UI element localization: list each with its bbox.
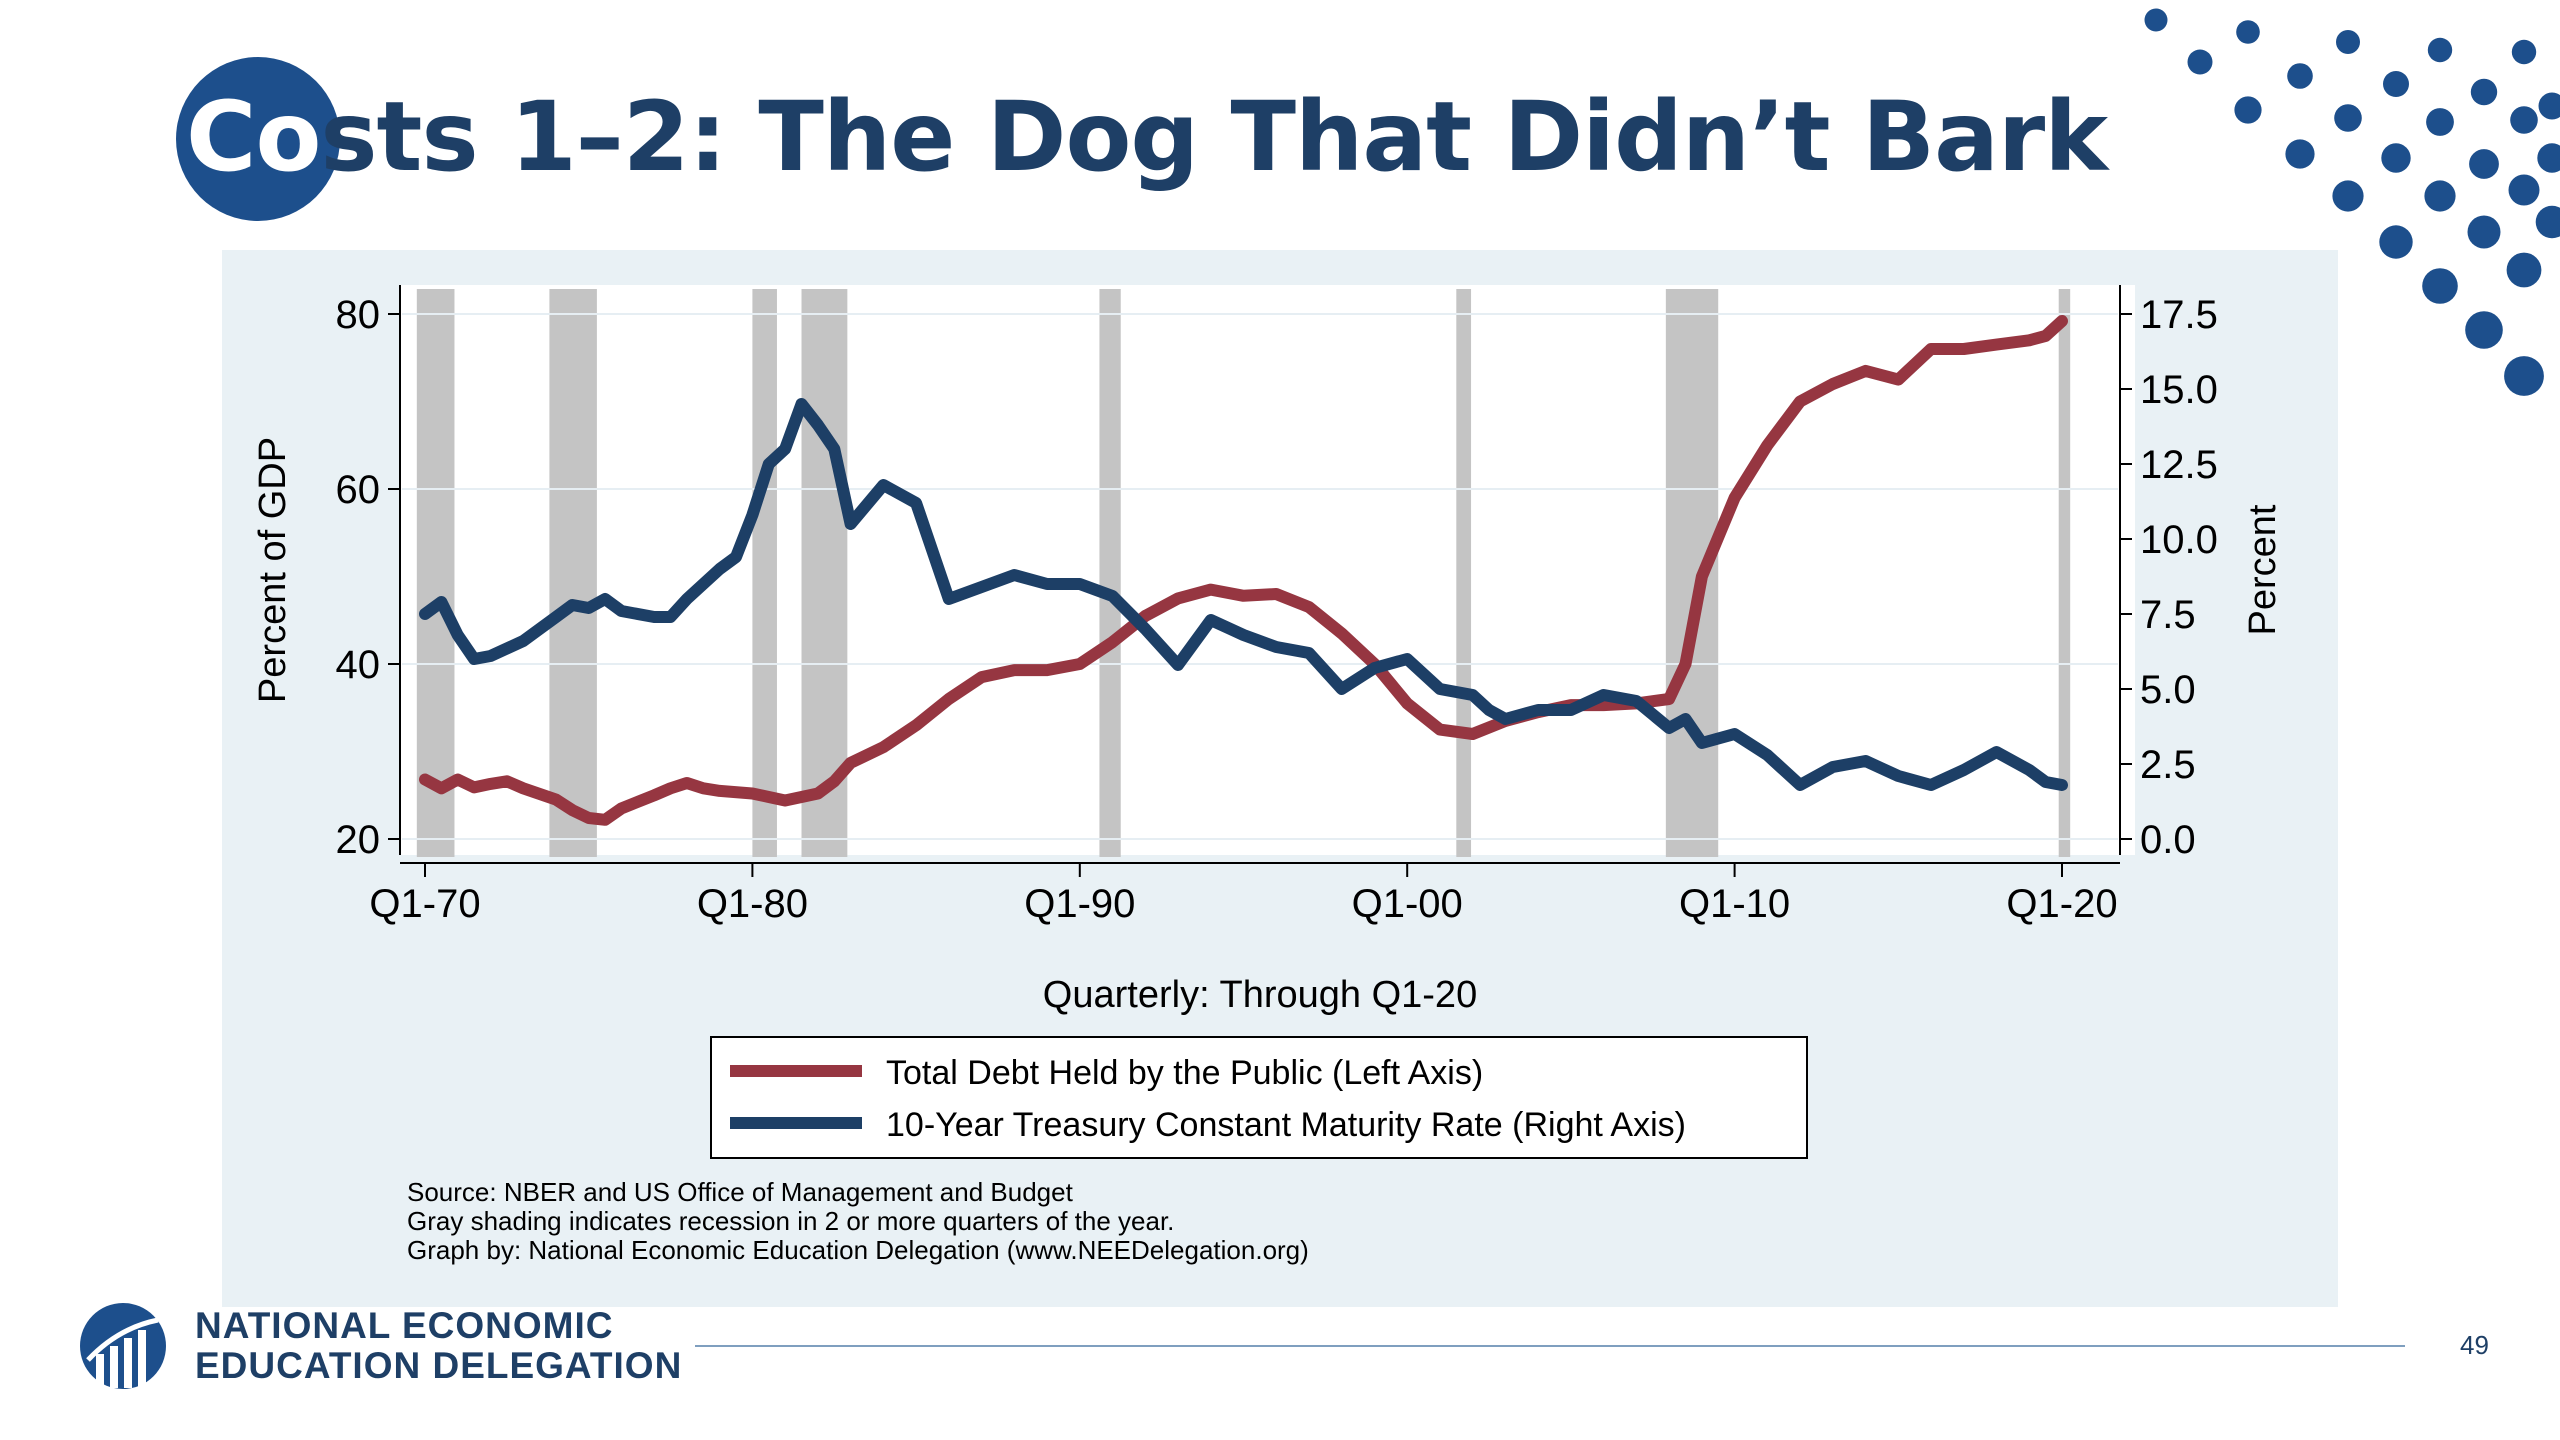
x-tick-label-4: Q1-00 bbox=[1352, 882, 1463, 926]
y-left-tick-label-2: 40 bbox=[336, 643, 381, 687]
y-right-tick-label-4: 7.5 bbox=[2140, 593, 2196, 637]
page-number: 49 bbox=[2460, 1330, 2489, 1360]
recession-shading bbox=[416, 289, 2071, 857]
decor-dot-2 bbox=[2187, 49, 2213, 75]
y-right-tick-label-1: 0.0 bbox=[2140, 818, 2196, 862]
recession-band-5 bbox=[1099, 289, 1121, 857]
decor-dot-24 bbox=[2506, 252, 2542, 288]
decor-dot-8 bbox=[2334, 104, 2362, 132]
right-axis-ticks: 0.0 2.5 5.0 7.5 10.0 12.5 15.0 17.5 bbox=[2120, 293, 2218, 862]
x-axis-ticks: Q1-70 Q1-80 Q1-90 Q1-00 Q1-10 Q1-20 bbox=[369, 863, 2118, 926]
decor-dot-18 bbox=[2469, 149, 2499, 179]
recession-band-6 bbox=[1456, 289, 1472, 857]
decor-dot-25 bbox=[2504, 356, 2544, 396]
y-right-axis-label: Percent bbox=[2242, 504, 2284, 635]
decor-dot-17 bbox=[2470, 78, 2498, 106]
decor-dot-13 bbox=[2427, 37, 2453, 63]
decor-dot-1 bbox=[2144, 8, 2168, 32]
note-shading: Gray shading indicates recession in 2 or… bbox=[407, 1206, 1174, 1236]
title-accent-circle bbox=[176, 57, 340, 221]
org-name-line1: NATIONAL ECONOMIC bbox=[195, 1305, 614, 1346]
y-right-tick-label-3: 5.0 bbox=[2140, 668, 2196, 712]
legend: Total Debt Held by the Public (Left Axis… bbox=[710, 1036, 1808, 1159]
chart-notes: Source: NBER and US Office of Management… bbox=[407, 1177, 1309, 1265]
x-tick-label-2: Q1-80 bbox=[697, 882, 808, 926]
series-line-debt bbox=[419, 315, 2068, 826]
decor-dot-23 bbox=[2508, 174, 2540, 206]
recession-band-2 bbox=[549, 289, 597, 857]
decor-dot-19 bbox=[2467, 215, 2501, 249]
recession-band-3 bbox=[752, 289, 777, 857]
x-tick-label-3: Q1-90 bbox=[1024, 882, 1135, 926]
note-credit: Graph by: National Economic Education De… bbox=[407, 1235, 1309, 1265]
decor-dot-27 bbox=[2537, 143, 2560, 173]
title-rest: sts 1–2: The Dog That Didn’t Bark bbox=[320, 81, 2108, 193]
decor-dot-7 bbox=[2336, 30, 2360, 54]
org-name-line2: EDUCATION DELEGATION bbox=[195, 1345, 683, 1386]
title-prefix: Co bbox=[186, 81, 321, 193]
decor-dot-5 bbox=[2287, 63, 2313, 89]
debt-vs-treasury-chart: 20 40 60 80 0.0 2.5 5.0 7.5 10.0 12.5 15.0 17.5 Q1… bbox=[252, 285, 2284, 1265]
x-tick-label-1: Q1-70 bbox=[369, 882, 480, 926]
x-axis-label: Quarterly: Through Q1-20 bbox=[1043, 974, 1477, 1016]
legend-label-rate: 10-Year Treasury Constant Maturity Rate … bbox=[886, 1106, 1686, 1144]
footer-divider bbox=[695, 1345, 2405, 1347]
left-axis-ticks: 20 40 60 80 bbox=[336, 293, 400, 862]
decor-dot-26 bbox=[2538, 92, 2560, 120]
y-right-tick-label-7: 15.0 bbox=[2140, 368, 2218, 412]
x-tick-label-5: Q1-10 bbox=[1679, 882, 1790, 926]
decorative-dot-pattern bbox=[2144, 8, 2560, 396]
decor-dot-20 bbox=[2465, 311, 2503, 349]
decor-dot-3 bbox=[2236, 20, 2260, 44]
organization-name: NATIONAL ECONOMIC EDUCATION DELEGATION bbox=[195, 1306, 682, 1386]
decor-dot-28 bbox=[2535, 205, 2560, 239]
y-right-tick-label-6: 12.5 bbox=[2140, 443, 2218, 487]
decor-dot-9 bbox=[2332, 180, 2364, 212]
x-tick-label-6: Q1-20 bbox=[2006, 882, 2117, 926]
chart-panel: 20 40 60 80 0.0 2.5 5.0 7.5 10.0 12.5 15.0 17.5 Q1… bbox=[222, 250, 2338, 1307]
recession-band-1 bbox=[416, 289, 455, 857]
legend-box bbox=[710, 1036, 1808, 1159]
y-right-tick-label-2: 2.5 bbox=[2140, 743, 2196, 787]
series-lines bbox=[419, 315, 2068, 826]
decor-dot-12 bbox=[2379, 225, 2413, 259]
organization-logo-icon bbox=[80, 1303, 166, 1389]
decor-dot-14 bbox=[2426, 108, 2454, 136]
decor-dot-21 bbox=[2511, 39, 2537, 65]
decor-dot-10 bbox=[2383, 71, 2409, 97]
note-source: Source: NBER and US Office of Management… bbox=[407, 1177, 1074, 1207]
recession-band-8 bbox=[2058, 289, 2071, 857]
grid-lines bbox=[402, 313, 2118, 840]
slide-title: Costs 1–2: The Dog That Didn’t Bark bbox=[186, 72, 2108, 202]
series-line-rate bbox=[419, 398, 2068, 791]
recession-band-7 bbox=[1665, 289, 1719, 857]
decor-dot-11 bbox=[2381, 143, 2411, 173]
y-left-tick-label-3: 60 bbox=[336, 468, 381, 512]
decor-dot-6 bbox=[2285, 139, 2315, 169]
recession-band-4 bbox=[801, 289, 848, 857]
y-left-axis-label: Percent of GDP bbox=[252, 437, 294, 703]
decor-dot-16 bbox=[2422, 268, 2458, 304]
y-left-tick-label-4: 80 bbox=[336, 293, 381, 337]
legend-label-debt: Total Debt Held by the Public (Left Axis… bbox=[886, 1054, 1483, 1092]
y-left-tick-label-1: 20 bbox=[336, 818, 381, 862]
decor-dot-4 bbox=[2234, 96, 2262, 124]
y-right-tick-label-5: 10.0 bbox=[2140, 518, 2218, 562]
y-right-tick-label-8: 17.5 bbox=[2140, 293, 2218, 337]
decor-dot-22 bbox=[2510, 106, 2538, 134]
decor-dot-15 bbox=[2424, 180, 2456, 212]
